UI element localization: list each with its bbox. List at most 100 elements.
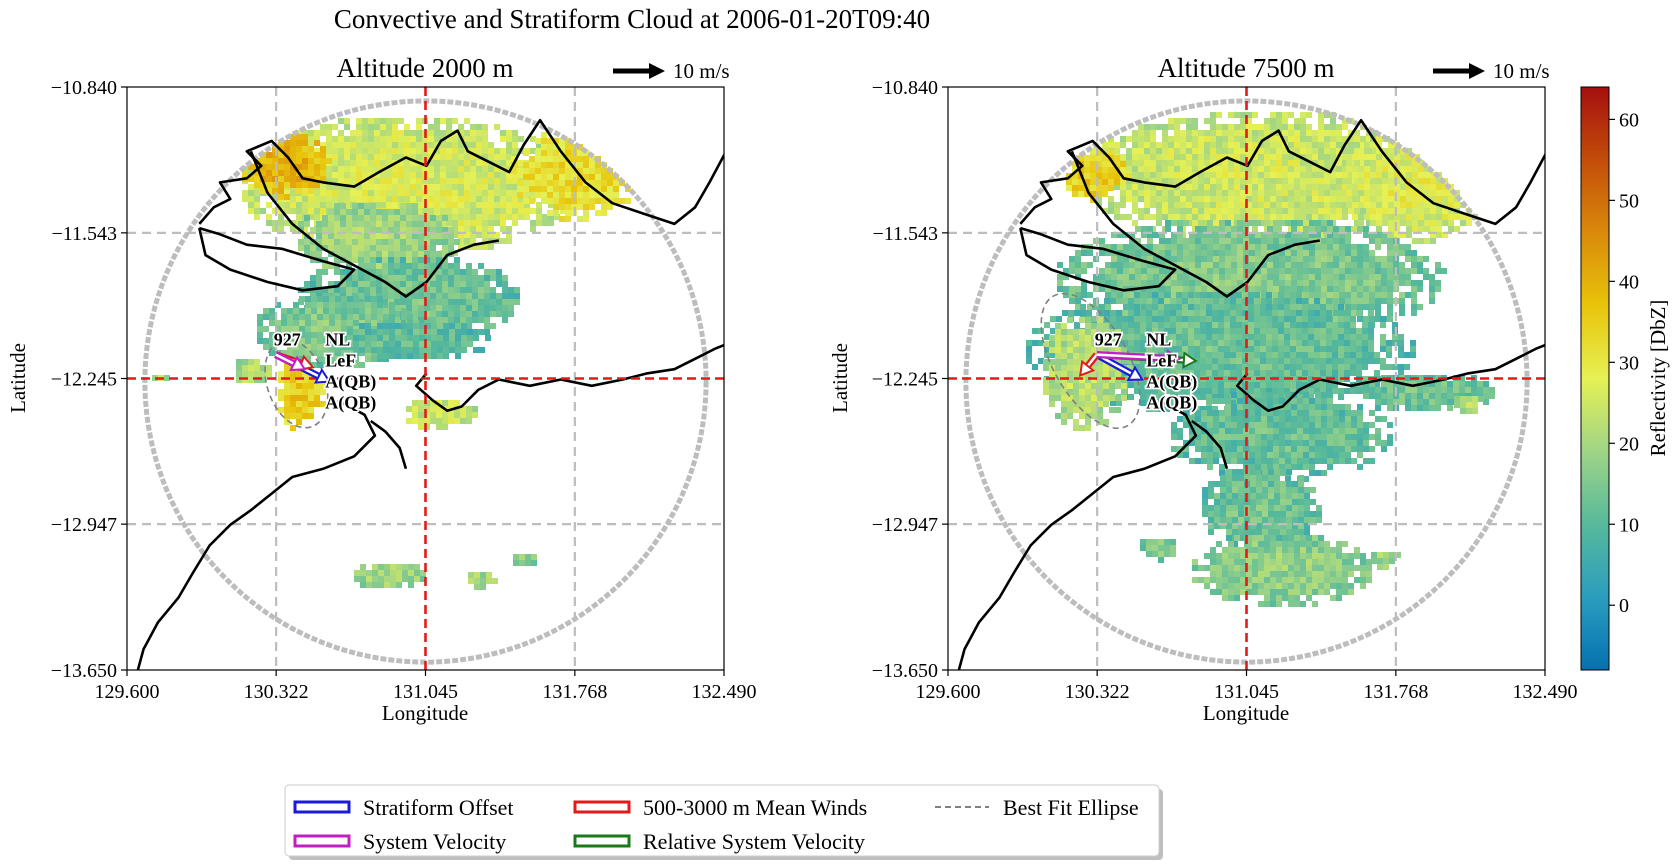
echo-pixel [1237,286,1243,292]
echo-pixel [1152,346,1158,352]
echo-pixel [1200,310,1206,316]
echo-pixel [601,204,607,210]
echo-pixel [1204,184,1210,190]
echo-pixel [452,154,458,160]
echo-pixel [368,130,374,136]
echo-pixel [296,164,302,170]
echo-pixel [1345,232,1351,238]
echo-pixel [341,335,347,341]
echo-pixel [314,130,320,136]
echo-pixel [448,281,454,287]
echo-pixel [419,329,425,335]
echo-pixel [1399,244,1405,250]
echo-pixel [378,564,384,570]
echo-pixel [418,233,424,239]
echo-pixel [371,341,377,347]
echo-pixel [1294,178,1300,184]
echo-pixel [371,347,377,353]
echo-pixel [1105,286,1111,292]
y-tick-label: −10.840 [51,77,117,99]
echo-pixel [281,350,287,356]
echo-pixel [1135,226,1141,232]
echo-pixel [446,154,452,160]
echo-pixel [1387,310,1393,316]
echo-pixel [347,320,353,326]
echo-pixel [323,344,329,350]
echo-pixel [1330,202,1336,208]
echo-pixel [278,164,284,170]
echo-pixel [1162,124,1168,130]
echo-pixel [316,281,322,287]
echo-pixel [1300,112,1306,118]
echo-pixel [338,178,344,184]
echo-pixel [384,582,390,588]
echo-pixel [1240,184,1246,190]
echo-pixel [320,158,326,164]
echo-pixel [1252,202,1258,208]
echo-pixel [248,359,254,365]
echo-pixel [1258,124,1264,130]
echo-pixel [1200,304,1206,310]
echo-pixel [1222,190,1228,196]
echo-pixel [1207,238,1213,244]
echo-pixel [446,160,452,166]
echo-pixel [401,341,407,347]
echo-pixel [1096,185,1102,191]
echo-pixel [419,341,425,347]
echo-pixel [1189,268,1195,274]
echo-pixel [476,136,482,142]
echo-pixel [565,192,571,198]
echo-pixel [388,215,394,221]
echo-pixel [512,214,518,220]
echo-pixel [1228,190,1234,196]
echo-pixel [1110,322,1116,328]
echo-pixel [328,227,334,233]
echo-pixel [278,395,284,401]
echo-pixel [1315,268,1321,274]
echo-pixel [525,554,531,560]
echo-pixel [1418,178,1424,184]
echo-pixel [400,209,406,215]
echo-pixel [478,293,484,299]
echo-pixel [408,576,414,582]
echo-pixel [1090,185,1096,191]
echo-pixel [428,184,434,190]
echo-pixel [1135,262,1141,268]
echo-pixel [1357,250,1363,256]
system-vectors [274,351,332,384]
echo-pixel [1255,298,1261,304]
echo-pixel [287,350,293,356]
echo-pixel [1354,220,1360,226]
echo-pixel [1135,268,1141,274]
echo-pixel [1460,220,1466,226]
echo-pixel [284,158,290,164]
echo-pixel [404,178,410,184]
echo-pixel [1123,298,1129,304]
echo-pixel [1430,220,1436,226]
echo-pixel [500,154,506,160]
echo-pixel [1405,250,1411,256]
echo-pixel [374,184,380,190]
echo-pixel [1182,304,1188,310]
echo-pixel [347,362,353,368]
echo-pixel [1117,244,1123,250]
echo-pixel [480,578,486,584]
echo-pixel [248,184,254,190]
echo-pixel [547,174,553,180]
echo-pixel [502,293,508,299]
echo-pixel [1150,160,1156,166]
echo-pixel [1412,154,1418,160]
echo-pixel [386,202,392,208]
echo-pixel [302,407,308,413]
echo-pixel [1159,274,1165,280]
echo-pixel [488,244,494,250]
echo-pixel [458,226,464,232]
echo-pixel [1363,304,1369,310]
echo-pixel [281,326,287,332]
echo-pixel [488,172,494,178]
echo-pixel [1075,304,1081,310]
echo-pixel [1270,190,1276,196]
echo-pixel [1288,130,1294,136]
echo-pixel [394,263,400,269]
echo-pixel [394,221,400,227]
